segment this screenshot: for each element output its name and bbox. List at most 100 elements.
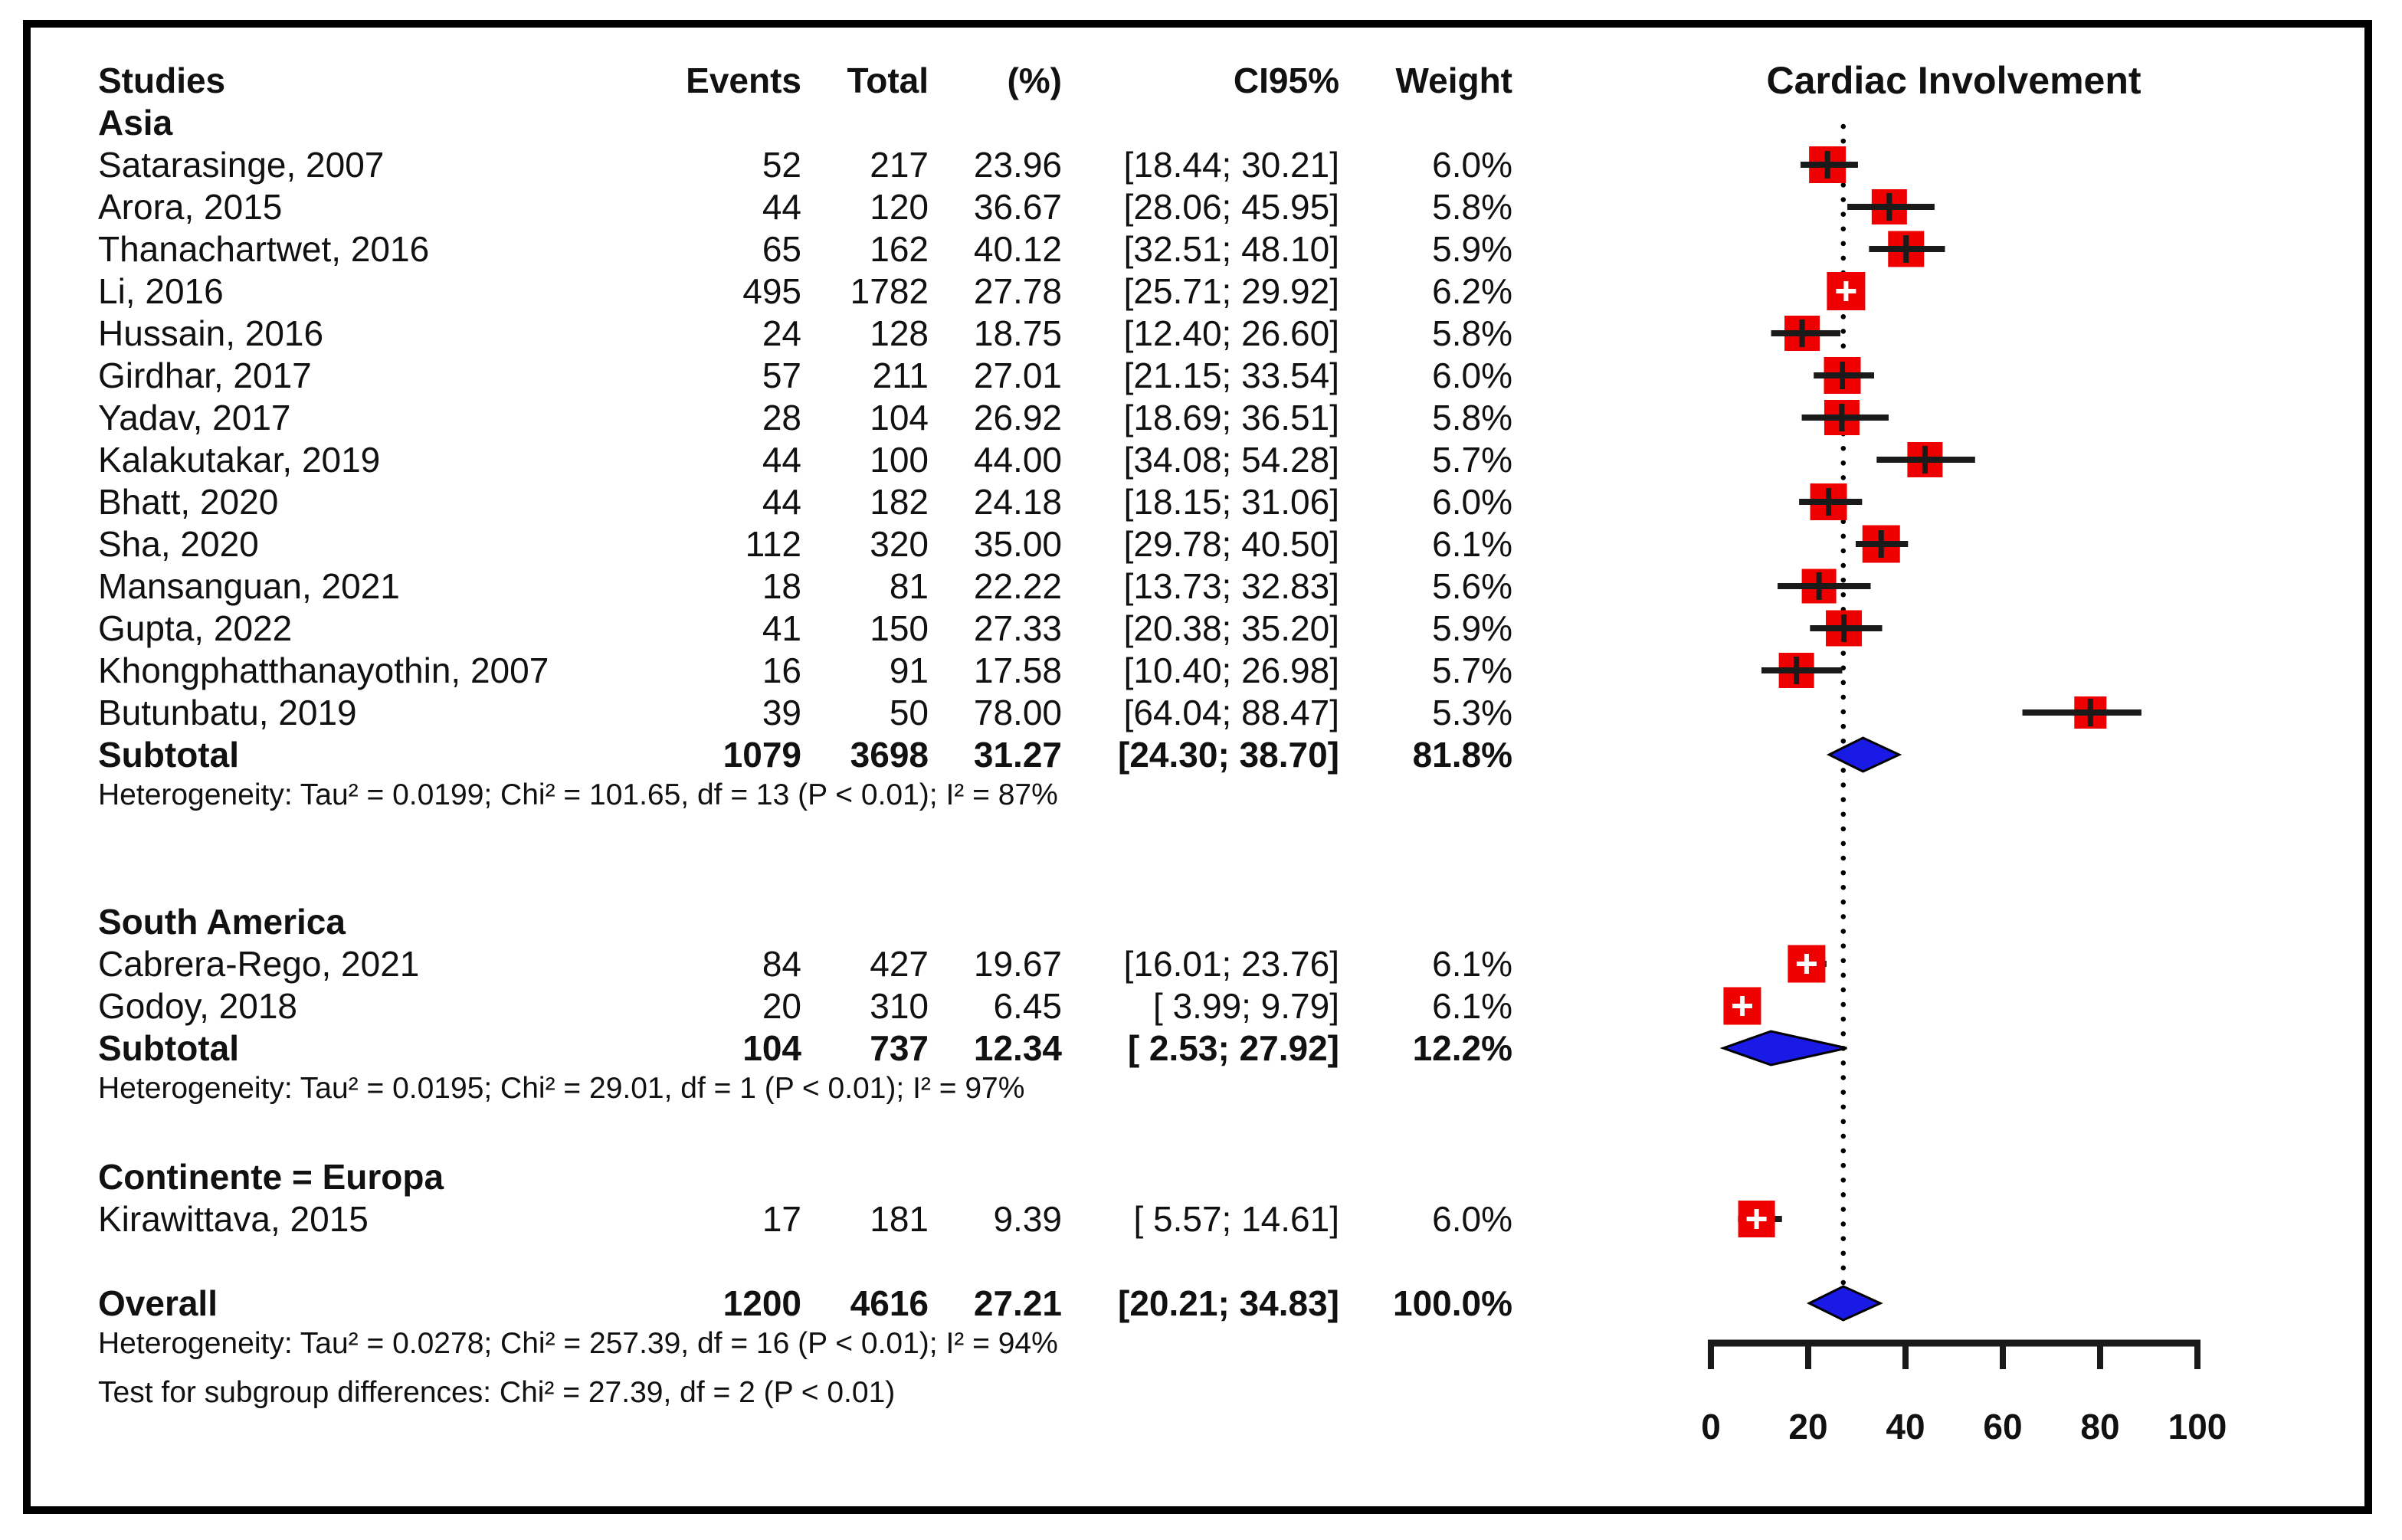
- estimate-tick: [1841, 614, 1847, 642]
- study-row: Kalakutakar, 2019 44 100 44.00 [34.08; 54.28…: [0, 437, 2402, 482]
- weight-value: 5.8%: [1432, 187, 1512, 227]
- study-name: Li, 2016: [98, 271, 224, 311]
- events-value: 84: [762, 944, 801, 984]
- column-header-weight: Weight: [1395, 61, 1512, 100]
- table-header-row: Studies Events Total (%) CI95% Weight: [0, 58, 2402, 103]
- percent-value: 44.00: [973, 440, 1062, 480]
- events-value: 20: [762, 986, 801, 1026]
- study-name: Sha, 2020: [98, 524, 259, 564]
- estimate-tick: [1799, 319, 1805, 347]
- percent-value: 12.34: [973, 1028, 1062, 1068]
- column-header-studies: Studies: [98, 61, 226, 100]
- events-value: 52: [762, 145, 801, 185]
- study-row: Li, 2016 495 1782 27.78 [25.71; 29.92] 6.2%: [0, 269, 2402, 313]
- percent-value: 9.39: [993, 1199, 1062, 1239]
- estimate-tick: [1878, 530, 1884, 558]
- ci-value: [20.38; 35.20]: [1123, 608, 1339, 648]
- weight-value: 5.7%: [1432, 440, 1512, 480]
- weight-value: 5.6%: [1432, 566, 1512, 606]
- events-value: 16: [762, 650, 801, 690]
- total-value: 427: [870, 944, 929, 984]
- forest-plot-marks: [1719, 123, 2141, 1322]
- study-row: Girdhar, 2017 57 211 27.01 [21.15; 33.54] 6.0…: [0, 353, 2402, 398]
- estimate-tick: [1794, 657, 1800, 684]
- percent-value: 26.92: [973, 398, 1062, 437]
- ci-value: [29.78; 40.50]: [1123, 524, 1339, 564]
- events-value: 44: [762, 440, 801, 480]
- percent-value: 18.75: [973, 313, 1062, 353]
- column-header-total: Total: [847, 61, 929, 100]
- total-value: 217: [870, 145, 929, 185]
- weight-value: 12.2%: [1412, 1028, 1512, 1068]
- study-name: Mansanguan, 2021: [98, 566, 400, 606]
- estimate-plus: [1804, 954, 1809, 974]
- events-value: 44: [762, 482, 801, 522]
- study-row: Sha, 2020 112 320 35.00 [29.78; 40.50] 6.1%: [0, 522, 2402, 566]
- total-value: 128: [870, 313, 929, 353]
- overall-diamond: [1806, 1285, 1883, 1322]
- percent-value: 24.18: [973, 482, 1062, 522]
- heterogeneity-note: Heterogeneity: Tau² = 0.0195; Chi² = 29.…: [0, 1070, 2402, 1114]
- study-row: Godoy, 2018 20 310 6.45 [ 3.99; 9.79] 6.1%: [0, 984, 2402, 1028]
- events-value: 112: [745, 524, 801, 564]
- ci-value: [ 3.99; 9.79]: [1153, 986, 1339, 1026]
- x-axis-tick-label: 100: [2168, 1407, 2227, 1447]
- subgroup-test-note: Test for subgroup differences: Chi² = 27…: [0, 1374, 2402, 1418]
- total-value: 320: [870, 524, 929, 564]
- group-label: South America: [98, 902, 346, 942]
- total-value: 182: [870, 482, 929, 522]
- events-value: 17: [762, 1199, 801, 1239]
- ci-value: [13.73; 32.83]: [1123, 566, 1339, 606]
- estimate-tick: [1826, 488, 1832, 516]
- study-name: Kalakutakar, 2019: [98, 440, 381, 480]
- ci-value: [10.40; 26.98]: [1123, 650, 1339, 690]
- estimate-tick: [1816, 572, 1822, 600]
- group-label: Continente = Europa: [98, 1157, 444, 1197]
- estimate-tick: [1840, 362, 1846, 389]
- study-name: Cabrera-Rego, 2021: [98, 944, 420, 984]
- group-label-row: Asia: [0, 100, 2402, 145]
- ci-value: [64.04; 88.47]: [1123, 693, 1339, 732]
- study-row: Thanachartwet, 2016 65 162 40.12 [32.51; 48.…: [0, 227, 2402, 271]
- estimate-tick: [2087, 699, 2093, 726]
- ci-value: [32.51; 48.10]: [1123, 229, 1339, 269]
- total-value: 211: [872, 356, 929, 395]
- events-value: 39: [762, 693, 801, 732]
- study-row: Kirawittava, 2015 17 181 9.39 [ 5.57; 14.61]…: [0, 1197, 2402, 1241]
- x-axis-tick-label: 40: [1886, 1407, 1925, 1447]
- subtotal-row: Subtotal 104 737 12.34 [ 2.53; 27.92] 12.2%: [0, 1026, 2402, 1070]
- estimate-plus: [1754, 1209, 1759, 1229]
- percent-value: 17.58: [973, 650, 1062, 690]
- events-value: 1200: [723, 1283, 801, 1323]
- x-axis-tick-label: 60: [1983, 1407, 2022, 1447]
- weight-value: 6.1%: [1432, 524, 1512, 564]
- study-row: Butunbatu, 2019 39 50 78.00 [64.04; 88.47] 5.…: [0, 690, 2402, 735]
- events-value: 65: [762, 229, 801, 269]
- percent-value: 6.45: [993, 986, 1062, 1026]
- events-value: 44: [762, 187, 801, 227]
- x-axis-tick-label: 0: [1701, 1407, 1721, 1447]
- study-row: Arora, 2015 44 120 36.67 [28.06; 45.95] 5.8%: [0, 185, 2402, 229]
- estimate-tick: [1824, 151, 1830, 179]
- events-value: 28: [762, 398, 801, 437]
- column-header-percent: (%): [1007, 61, 1062, 100]
- percent-value: 27.01: [973, 356, 1062, 395]
- percent-value: 78.00: [973, 693, 1062, 732]
- column-header-ci95: CI95%: [1233, 61, 1339, 100]
- study-row: Cabrera-Rego, 2021 84 427 19.67 [16.01; 23.7…: [0, 942, 2402, 986]
- note-text: Heterogeneity: Tau² = 0.0278; Chi² = 257…: [98, 1327, 1058, 1360]
- ci-value: [25.71; 29.92]: [1123, 271, 1339, 311]
- column-header-events: Events: [686, 61, 801, 100]
- subtotal-diamond: [1719, 1030, 1847, 1067]
- weight-value: 5.9%: [1432, 608, 1512, 648]
- estimate-tick: [1886, 193, 1892, 221]
- weight-value: 6.0%: [1432, 356, 1512, 395]
- note-text: Test for subgroup differences: Chi² = 27…: [98, 1376, 896, 1409]
- percent-value: 22.22: [973, 566, 1062, 606]
- study-row: Hussain, 2016 24 128 18.75 [12.40; 26.60] 5.8…: [0, 311, 2402, 356]
- percent-value: 23.96: [973, 145, 1062, 185]
- total-value: 737: [870, 1028, 929, 1068]
- study-row: Gupta, 2022 41 150 27.33 [20.38; 35.20] 5.9%: [0, 606, 2402, 650]
- group-label-row: South America: [0, 899, 2402, 944]
- events-value: 57: [762, 356, 801, 395]
